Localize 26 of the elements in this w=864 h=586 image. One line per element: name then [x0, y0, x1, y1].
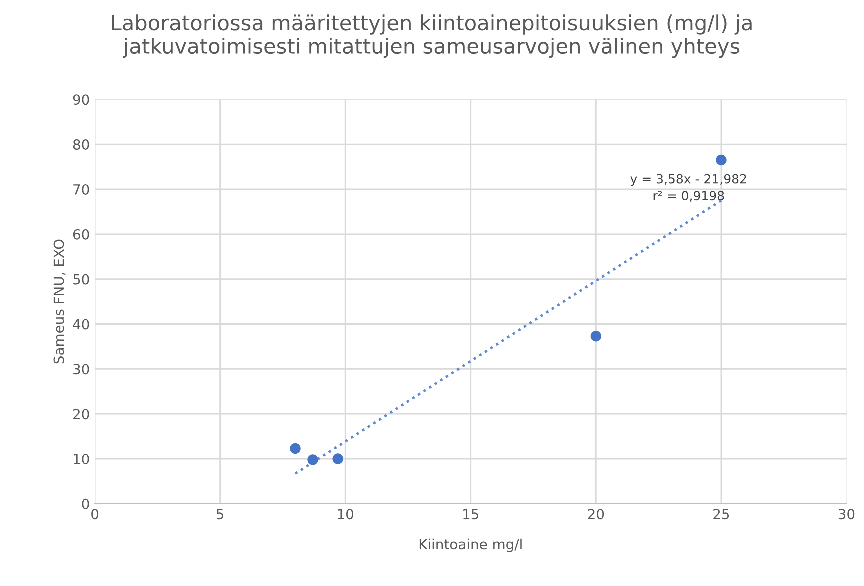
y-tick-label: 0 [82, 498, 90, 510]
annotation: y = 3,58x - 21,982 r² = 0,9198 [630, 174, 746, 202]
y-tick-label: 50 [74, 274, 90, 285]
y-tick-label: 30 [74, 364, 90, 375]
x-tick-label: 0 [92, 509, 99, 520]
point [716, 154, 727, 166]
point [290, 443, 301, 454]
x-tick-label: 5 [216, 509, 224, 520]
y-tick-label: 70 [74, 184, 90, 195]
y-tick-label: 90 [73, 94, 90, 106]
x-tick-label: 20 [588, 509, 604, 520]
point [332, 454, 344, 464]
x-tick-label: 25 [714, 509, 730, 520]
x-tick-label: 15 [464, 509, 479, 520]
x-axis-title: Kiintoaine mg/l [420, 538, 522, 552]
x-tick-label: 30 [838, 509, 855, 520]
y-tick-label: 20 [74, 409, 90, 420]
y-axis-title: Sameus FNU, EXO [54, 240, 66, 364]
y-tick-label: 60 [73, 229, 90, 240]
x-tick-label: 10 [338, 509, 354, 520]
y-tick-label: 80 [73, 140, 90, 150]
chart-title: Laboratoriossa määritettyjen kiintoainepitoisuuksien (mg/l) ja jatkuvatoimisesti mitattujen sameusarvojen välinen yhteys [112, 14, 752, 58]
point [590, 331, 602, 342]
y-tick-label: 40 [73, 319, 90, 330]
y-tick-label: 10 [74, 454, 90, 465]
point [308, 454, 318, 466]
